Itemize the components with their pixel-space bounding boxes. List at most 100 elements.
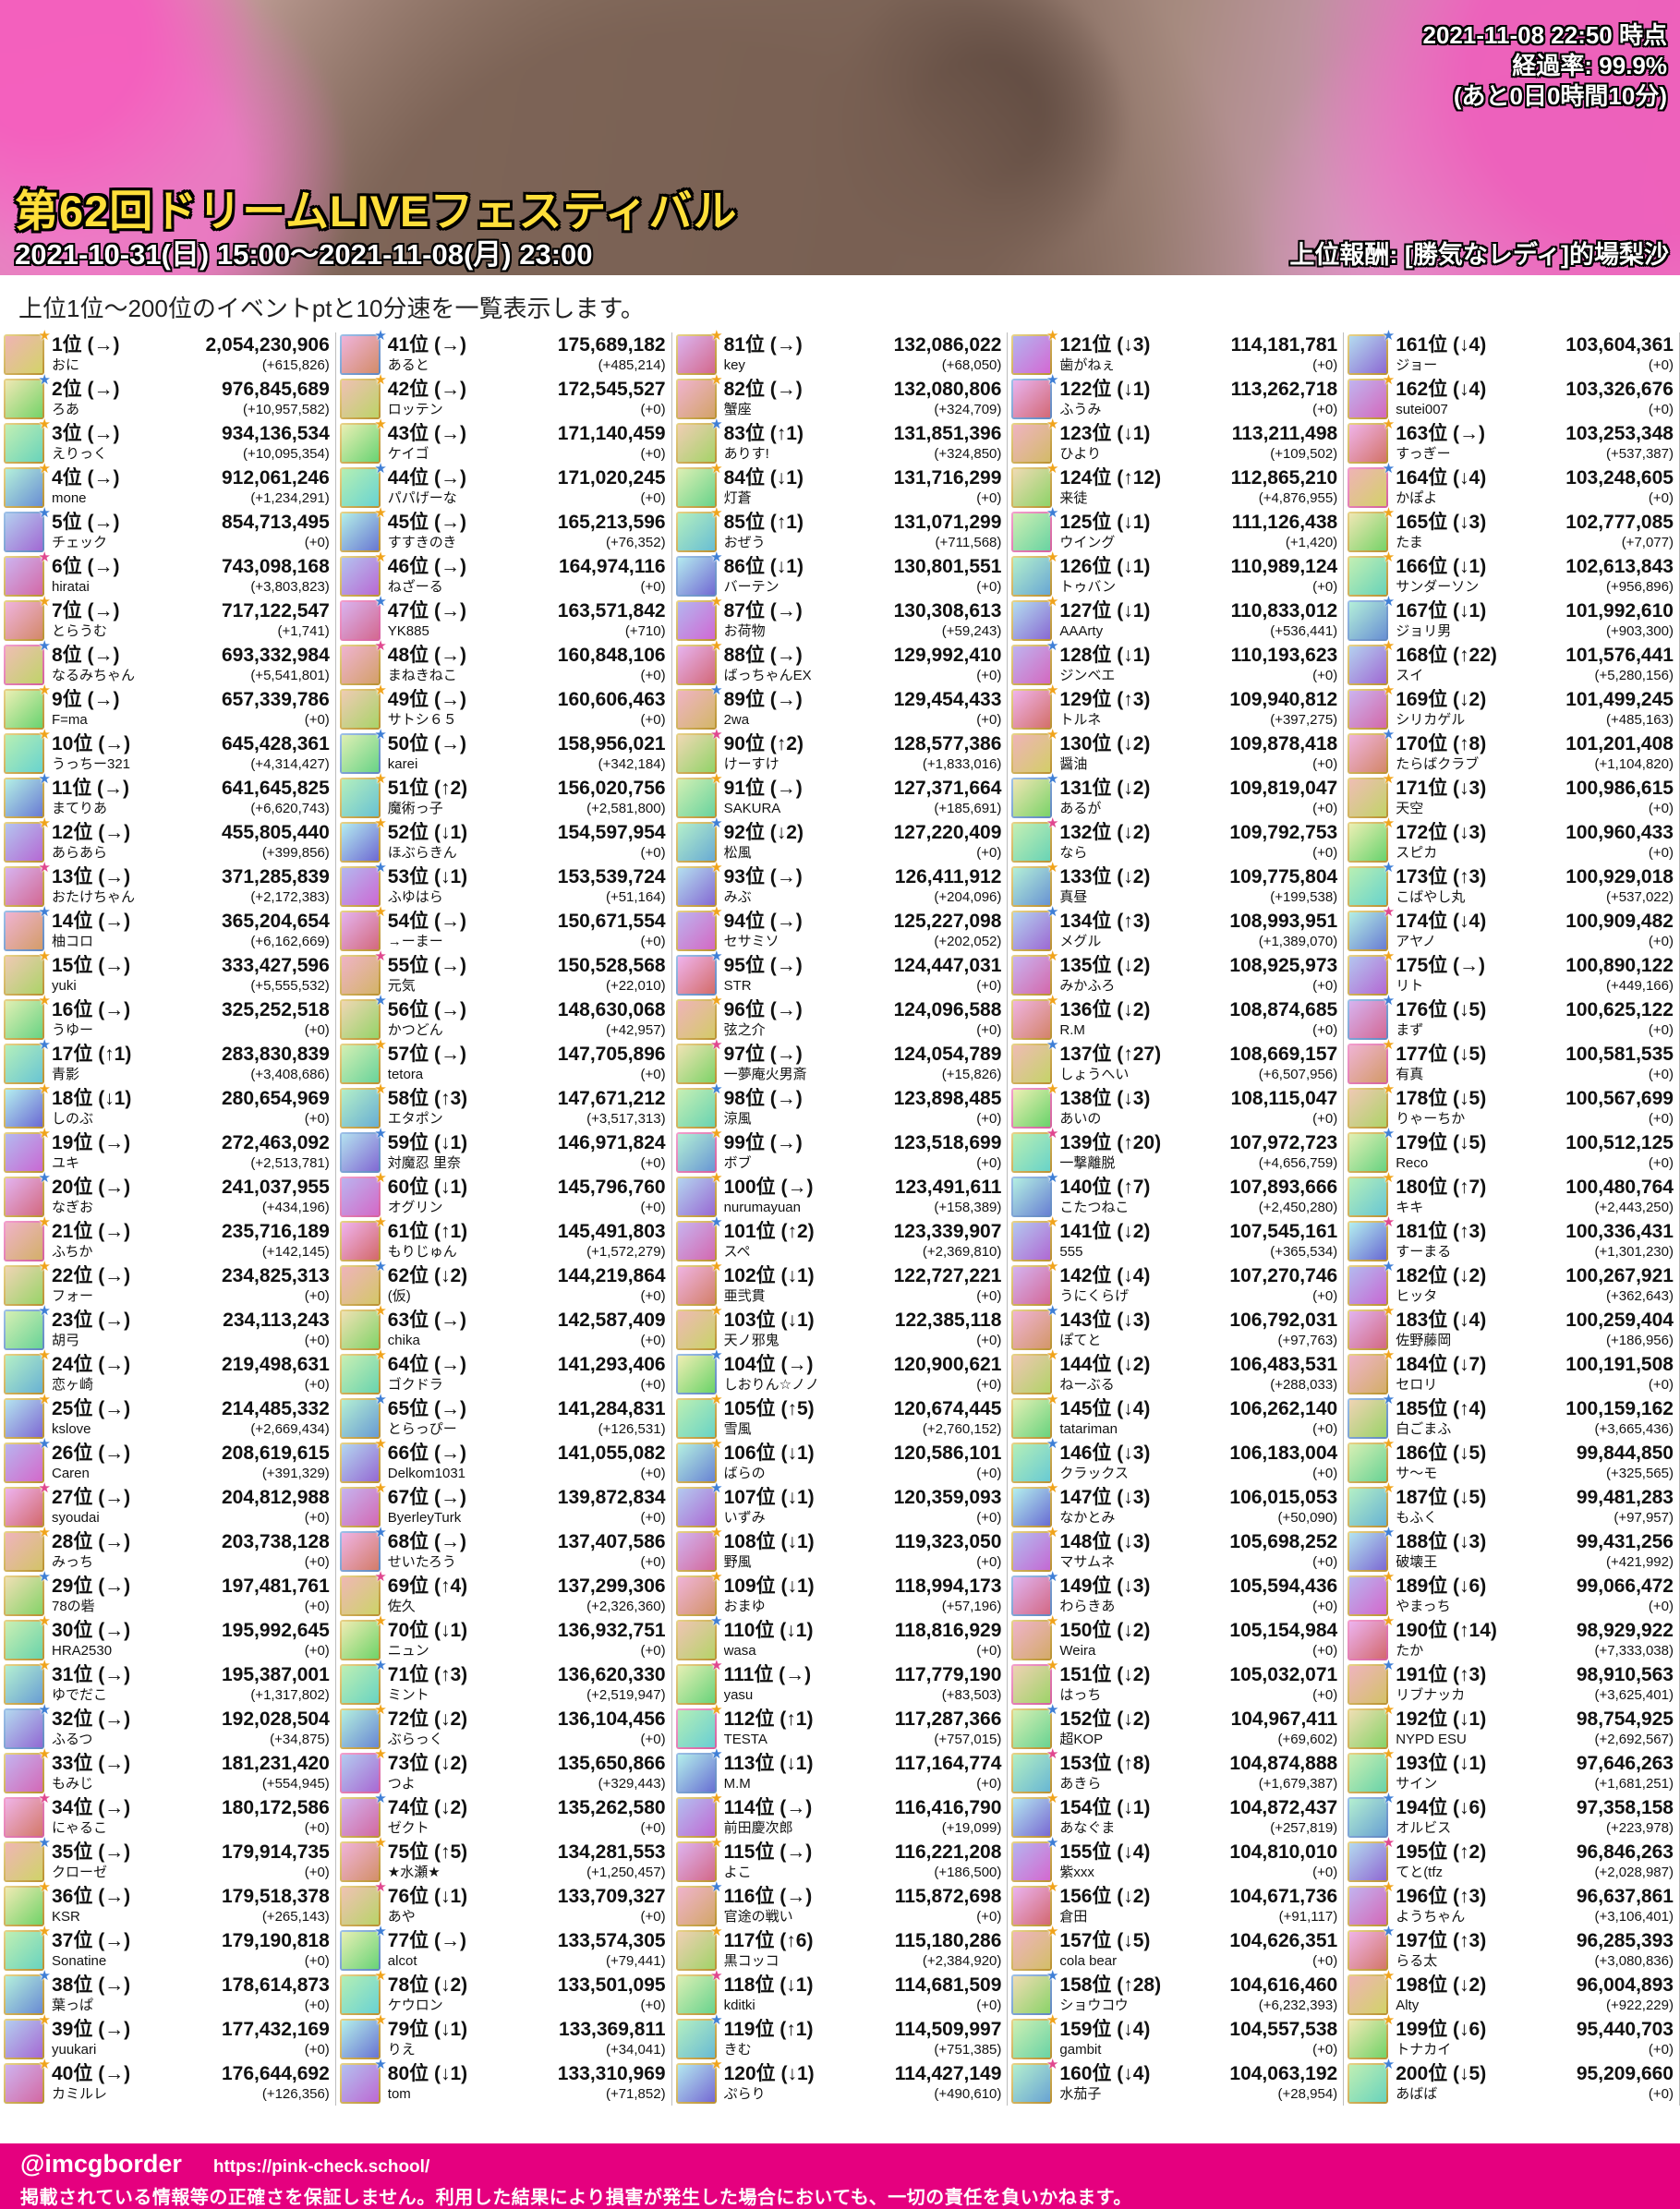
avatar-image [1013, 1843, 1051, 1880]
points-delta: (+0) [304, 1111, 330, 1127]
star-badge-icon: ★ [38, 372, 51, 388]
player-name: よこ [723, 1865, 752, 1880]
event-points: 147,705,896 [557, 1044, 666, 1065]
list-item: ★ 139位 (↑20) 一撃離脱 107,972,723 (+4,656,759) [1008, 1126, 1343, 1175]
player-name: うにくらげ [1059, 1288, 1130, 1304]
list-item: ★ 158位 (↑28) ショウコウ 104,616,460 (+6,232,393) [1008, 1968, 1343, 2017]
player-name: まてりあ [52, 801, 108, 816]
event-points: 172,545,527 [557, 379, 666, 400]
star-badge-icon: ★ [710, 1436, 723, 1452]
star-badge-icon: ★ [374, 1746, 387, 1762]
list-item: ★ 23位 (→) 胡弓 234,113,243 (+0) [0, 1303, 335, 1352]
rank-and-change: 47位 (→) [387, 600, 466, 622]
ranking-column: ★ 81位 (→) key 132,086,022 (+68,050) ★ 82位 (→) 蟹… [672, 328, 1009, 2106]
player-avatar: ★ [1011, 860, 1058, 907]
avatar-image [341, 779, 379, 816]
points-delta: (+0) [976, 1333, 1002, 1348]
event-points: 110,989,124 [1230, 556, 1338, 577]
player-avatar: ★ [4, 1879, 51, 1926]
avatar-image [341, 1311, 379, 1348]
points-delta: (+50,090) [1277, 1510, 1338, 1526]
avatar-image [6, 1134, 42, 1171]
header-banner: 2021-11-08 22:50 時点 経過率: 99.9% (あと0日0時間1… [0, 0, 1680, 275]
avatar-image [677, 1932, 715, 1969]
points-delta: (+265,143) [261, 1909, 330, 1925]
player-avatar: ★ [4, 416, 51, 464]
points-delta: (+490,610) [934, 2086, 1002, 2102]
star-badge-icon: ★ [374, 1392, 387, 1407]
star-badge-icon: ★ [1045, 1436, 1059, 1452]
event-points: 95,209,660 [1576, 2063, 1674, 2084]
points-delta: (+0) [1312, 2042, 1338, 2058]
player-name: まず [1396, 1022, 1424, 1038]
avatar-image [677, 1356, 715, 1393]
player-name: 佐野藤岡 [1396, 1333, 1452, 1348]
points-delta: (+3,106,401) [1594, 1909, 1674, 1925]
list-item: ★ 101位 (↑2) スペ 123,339,907 (+2,369,810) [672, 1214, 1008, 1263]
player-avatar: ★ [1348, 1126, 1395, 1173]
star-badge-icon: ★ [1382, 328, 1396, 344]
points-delta: (+0) [976, 845, 1002, 861]
points-delta: (+0) [640, 1643, 666, 1659]
player-name: 葉っぱ [52, 1998, 94, 2013]
rank-and-change: 196位 (↑3) [1396, 1886, 1487, 1907]
player-avatar: ★ [1011, 2057, 1058, 2104]
player-name: tom [387, 2086, 411, 2102]
event-points: 158,956,021 [557, 733, 666, 754]
list-item: ★ 34位 (→) にゃるこ 180,172,586 (+0) [0, 1791, 335, 1840]
star-badge-icon: ★ [710, 1702, 723, 1718]
event-points: 208,619,615 [222, 1442, 330, 1464]
player-name: あるが [1059, 801, 1102, 816]
player-name: 前田慶次郎 [723, 1820, 793, 1836]
site-url-link[interactable]: https://pink-check.school/ [212, 2157, 430, 2177]
player-avatar: ★ [4, 1702, 51, 1749]
list-item: ★ 175位 (→) リト 100,890,122 (+449,166) [1344, 948, 1679, 997]
avatar-image [1349, 469, 1387, 506]
points-delta: (+0) [976, 1377, 1002, 1393]
player-avatar: ★ [4, 1214, 51, 1261]
star-badge-icon: ★ [1045, 1126, 1059, 1141]
rank-and-change: 26位 (→) [52, 1442, 131, 1464]
list-item: ★ 190位 (↑14) たか 98,929,922 (+7,333,038) [1344, 1613, 1679, 1662]
list-item: ★ 92位 (↓2) 松風 127,220,409 (+0) [672, 815, 1008, 864]
points-delta: (+0) [976, 579, 1002, 595]
player-name: ろあ [52, 402, 80, 417]
points-delta: (+28,954) [1277, 2086, 1338, 2102]
event-points: 110,193,623 [1230, 645, 1338, 666]
list-item: ★ 71位 (↑3) ミント 136,620,330 (+2,519,947) [336, 1658, 671, 1707]
event-points: 99,844,850 [1576, 1442, 1674, 1464]
points-delta: (+51,164) [605, 889, 666, 905]
event-points: 130,801,551 [893, 556, 1002, 577]
player-name: とらうむ [52, 623, 108, 639]
player-name: tatariman [1059, 1421, 1118, 1437]
rank-and-change: 72位 (↓2) [387, 1708, 468, 1730]
player-name: らる太 [1396, 1953, 1438, 1969]
list-item: ★ 188位 (↓3) 破壊王 99,431,256 (+421,992) [1344, 1525, 1679, 1574]
avatar-image [6, 1489, 42, 1526]
subtitle-bar: 上位1位〜200位のイベントptと10分速を一覧表示します。 [0, 275, 1680, 332]
star-badge-icon: ★ [1382, 1835, 1396, 1851]
player-name: nurumayuan [723, 1200, 801, 1215]
avatar-image [6, 1843, 42, 1880]
footer-band: @imcgborder https://pink-check.school/ 掲… [0, 2143, 1680, 2209]
star-badge-icon: ★ [374, 948, 387, 964]
rank-and-change: 40位 (→) [52, 2063, 131, 2084]
list-item: ★ 99位 (→) ボブ 123,518,699 (+0) [672, 1126, 1008, 1175]
points-delta: (+421,992) [1606, 1554, 1674, 1570]
points-delta: (+0) [304, 1599, 330, 1614]
points-delta: (+325,565) [1606, 1466, 1674, 1481]
avatar-image [677, 646, 715, 683]
player-name: ぷらり [723, 2086, 766, 2102]
event-points: 104,671,736 [1229, 1886, 1338, 1907]
avatar-image [6, 1001, 42, 1038]
avatar-image [341, 2065, 379, 2102]
star-badge-icon: ★ [374, 727, 387, 742]
avatar-image [677, 1001, 715, 1038]
player-name: おたけちゃん [52, 889, 136, 905]
star-badge-icon: ★ [1045, 549, 1059, 565]
star-badge-icon: ★ [710, 1303, 723, 1319]
star-badge-icon: ★ [38, 1347, 51, 1363]
player-avatar: ★ [675, 1170, 723, 1217]
star-badge-icon: ★ [1382, 1392, 1396, 1407]
player-name: NYPD ESU [1396, 1732, 1467, 1747]
